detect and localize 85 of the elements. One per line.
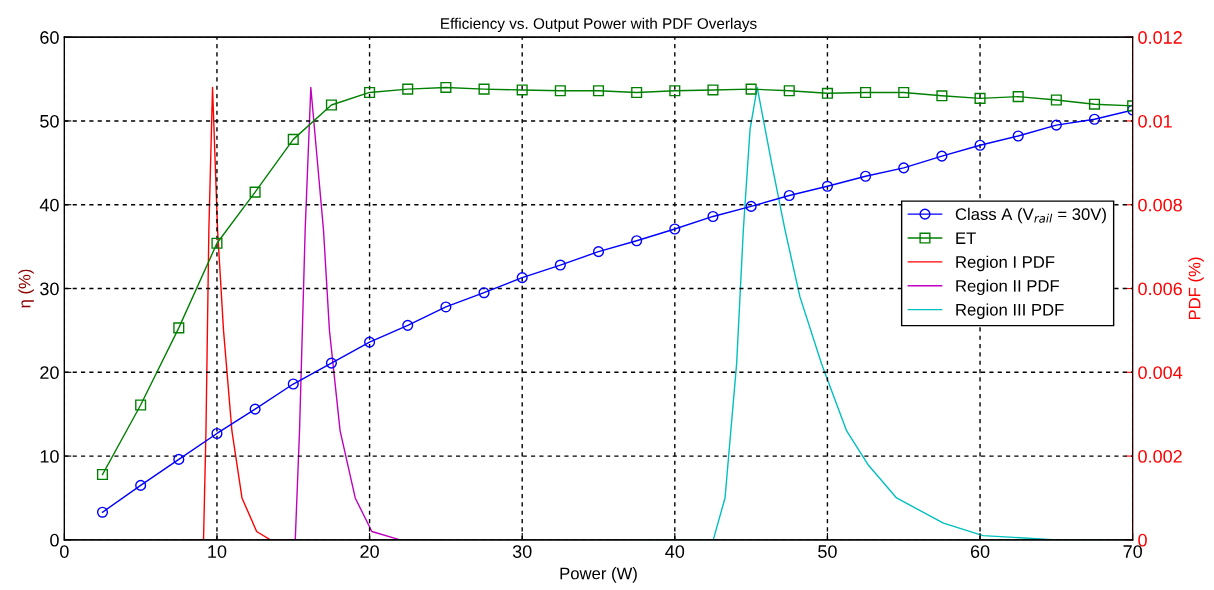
point (211, 427, 223, 440)
point (478, 83, 490, 95)
point (96, 468, 109, 481)
point (173, 453, 185, 465)
point (516, 84, 528, 96)
point (478, 287, 490, 299)
y-tick-label: 10 (40, 450, 59, 463)
y-tick-label: 60 (40, 31, 59, 44)
point (1050, 94, 1062, 106)
point (631, 86, 643, 99)
y-tick-label: 0 (50, 533, 59, 547)
point (440, 301, 452, 313)
legend-label: Region I PDF (956, 255, 1055, 272)
point (821, 87, 833, 99)
legend-label: Region III PDF (956, 303, 1064, 319)
y2-tick-label: 0.008 (1138, 198, 1182, 212)
point (860, 86, 872, 99)
y2-tick-label: 0.004 (1138, 366, 1183, 380)
legend-label: Region II PDF (956, 279, 1059, 296)
y2-axis-title: PDF (%) (1188, 257, 1204, 320)
point (173, 322, 185, 334)
point (707, 210, 719, 223)
y2-tick-label: 0.002 (1138, 450, 1182, 463)
point (135, 479, 147, 491)
x-tick-label: 10 (208, 545, 227, 558)
point (402, 319, 414, 331)
legend-label: Class A (V$_{rail}$ = 30V) (955, 207, 1106, 224)
y-tick-label: 40 (39, 198, 59, 212)
point (1050, 119, 1062, 131)
y-axis-title: η (%) (18, 269, 34, 308)
point (860, 170, 872, 182)
point (783, 85, 795, 97)
point (1088, 113, 1101, 125)
legend-label: ET (956, 232, 976, 244)
point (745, 83, 757, 95)
point (936, 150, 948, 162)
point (325, 357, 337, 369)
point (1012, 130, 1024, 142)
x-tick-label: 40 (665, 545, 685, 558)
x-tick-label: 60 (970, 545, 990, 558)
point (516, 272, 528, 284)
x-tick-label: 70 (1123, 545, 1142, 558)
x-tick-label: 0 (60, 545, 69, 558)
point (364, 336, 376, 348)
point (821, 180, 833, 192)
point (898, 86, 910, 99)
point (707, 84, 719, 96)
point (898, 162, 910, 174)
point (631, 235, 643, 247)
point (554, 259, 566, 271)
point (745, 200, 757, 212)
x-tick-label: 30 (512, 545, 532, 558)
point (96, 506, 109, 518)
point (402, 83, 414, 95)
point (440, 81, 452, 93)
point (287, 378, 299, 390)
point (936, 90, 948, 102)
x-tick-label: 50 (818, 545, 837, 558)
point (249, 403, 261, 415)
point (592, 246, 605, 258)
point (211, 237, 223, 249)
point (1012, 91, 1024, 103)
y2-tick-label: 0.012 (1138, 31, 1182, 44)
y2-tick-label: 0 (1138, 533, 1147, 547)
y2-tick-label: 0.006 (1138, 282, 1182, 296)
point (974, 139, 986, 151)
x-axis-title: Power (W) (560, 567, 637, 583)
point (1088, 98, 1101, 110)
point (669, 223, 681, 235)
point (287, 133, 299, 145)
chart-title: Efficiency vs. Output Power with PDF Overlays (441, 17, 757, 33)
point (592, 85, 605, 97)
y-tick-label: 30 (40, 282, 59, 296)
point (364, 86, 376, 99)
y2-tick-label: 0.01 (1138, 114, 1172, 128)
point (974, 92, 986, 104)
point (135, 399, 147, 411)
point (783, 189, 795, 202)
y-tick-label: 20 (40, 366, 59, 380)
x-tick-label: 20 (360, 545, 379, 558)
y-tick-label: 50 (40, 114, 59, 128)
point (249, 186, 261, 198)
point (325, 99, 337, 111)
point (669, 85, 681, 97)
point (554, 85, 566, 97)
